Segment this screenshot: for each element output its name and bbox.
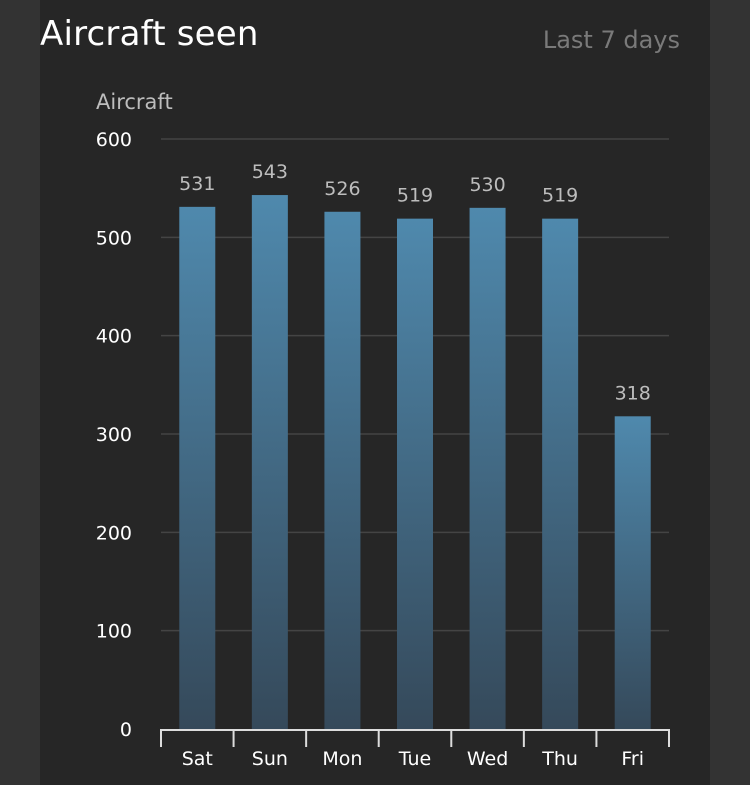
y-tick-label: 300 [96, 424, 132, 446]
bar-thu[interactable] [542, 218, 579, 729]
bar-sat[interactable] [179, 206, 216, 730]
bar-sun[interactable] [251, 195, 288, 730]
bar-mon[interactable] [324, 211, 361, 729]
y-tick-label: 100 [96, 621, 132, 643]
date-range-label[interactable]: Last 7 days [542, 26, 680, 54]
data-label: 531 [179, 173, 215, 195]
x-tick-label: Mon [322, 748, 362, 770]
bar-tue[interactable] [397, 218, 433, 729]
x-tick-label: Sat [182, 748, 213, 770]
x-tick-label: Sun [252, 748, 288, 770]
chart-title: Aircraft seen [40, 14, 259, 54]
x-tick-label: Fri [621, 748, 644, 770]
data-label: 519 [397, 185, 433, 207]
bar-wed[interactable] [469, 207, 506, 730]
x-axis: Sat Sun Mon Tue Wed Thu Fri [160, 729, 670, 770]
y-tick-label: 500 [96, 227, 132, 249]
y-tick-label: 0 [120, 719, 132, 741]
bar-fri[interactable] [614, 416, 651, 729]
y-axis-ticks: 0 100 200 300 400 500 600 [96, 129, 132, 741]
data-label: 318 [615, 382, 651, 404]
data-label: 519 [542, 185, 578, 207]
y-axis-label: Aircraft [96, 90, 173, 114]
x-tick-label: Tue [398, 748, 431, 770]
y-tick-label: 400 [96, 326, 132, 348]
y-tick-label: 200 [96, 522, 132, 544]
x-tick-label: Wed [467, 748, 508, 770]
bars: 531 543 526 519 530 519 318 [179, 161, 651, 730]
x-tick-label: Thu [541, 748, 578, 770]
data-label: 530 [469, 174, 505, 196]
data-label: 526 [324, 178, 360, 200]
y-tick-label: 600 [96, 129, 132, 151]
chart-card [40, 0, 710, 785]
data-label: 543 [252, 161, 288, 183]
